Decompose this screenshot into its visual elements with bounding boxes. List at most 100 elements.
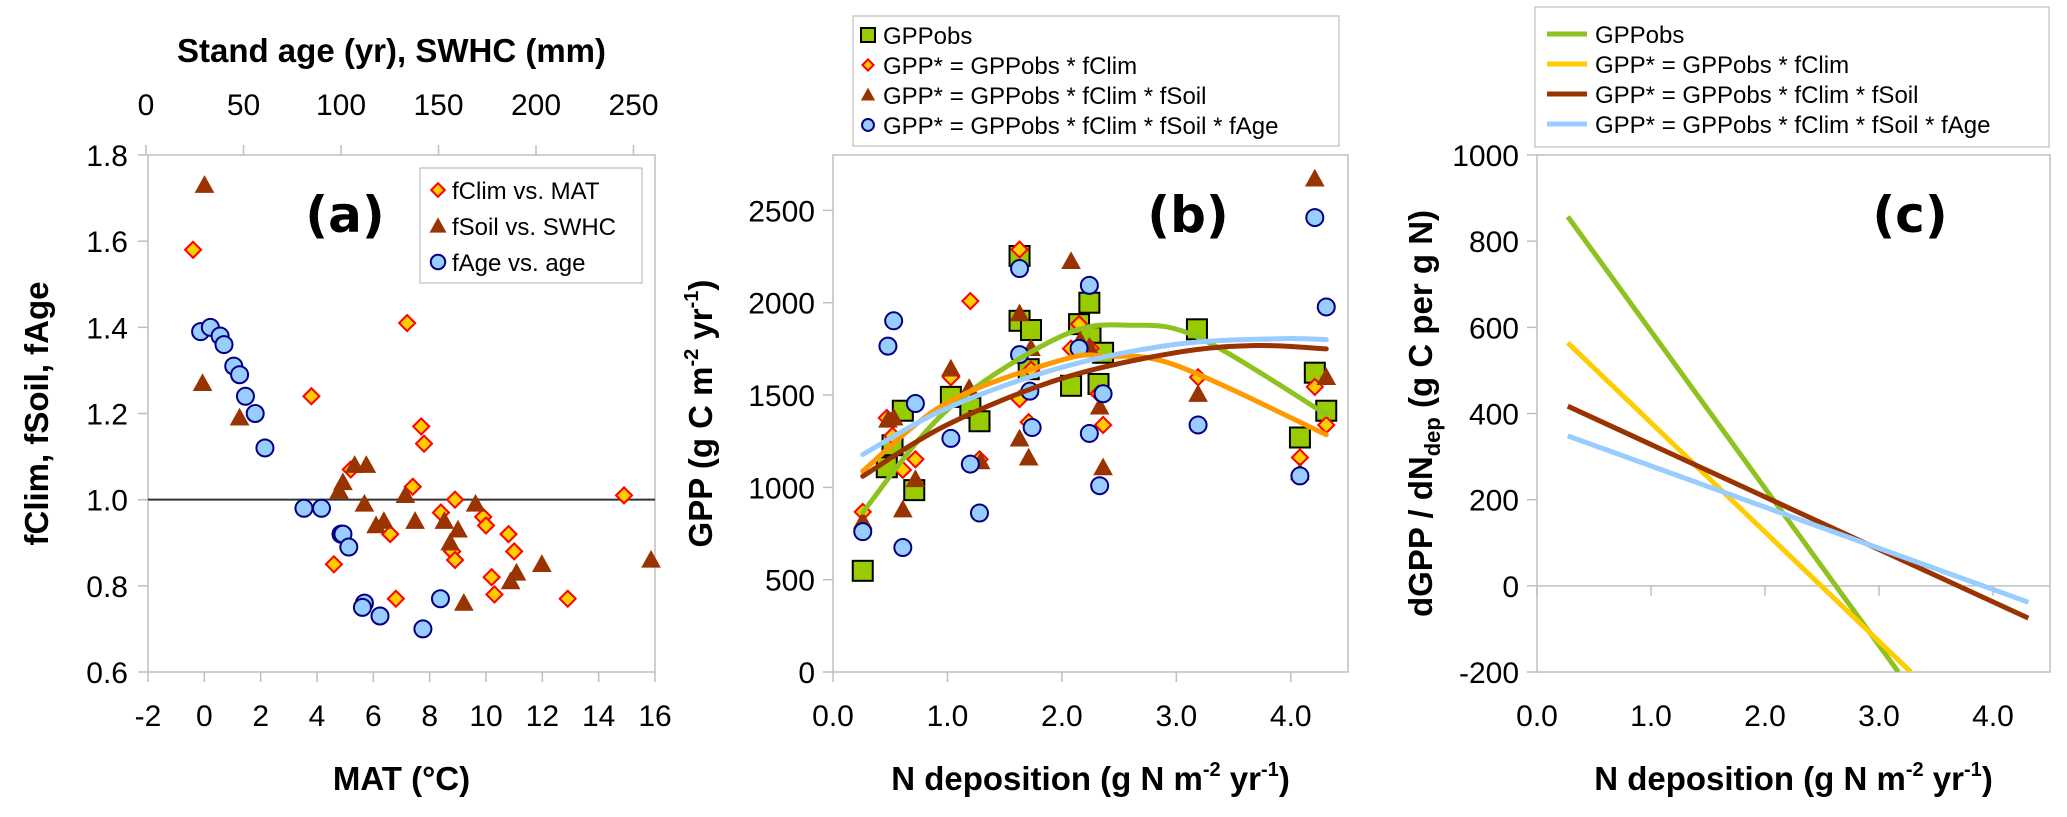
panel-c: -200 0 200 400 600 800 1000 0.0 1.0 2.0 3.0 4.0 N de… <box>1402 6 2051 797</box>
point-circle <box>893 538 913 558</box>
point-circle <box>878 336 898 356</box>
point-diamond <box>485 585 504 604</box>
superscript: -2 <box>681 349 703 367</box>
fit-curve <box>860 352 1329 474</box>
legend-box <box>1534 6 2050 148</box>
point-square <box>1019 319 1042 342</box>
x-tick-label: 0.0 <box>1516 700 1558 733</box>
x-tick-label: 3.0 <box>1858 700 1900 733</box>
legend-marker-square <box>860 27 876 43</box>
point-diamond <box>386 589 406 609</box>
point-diamond <box>504 541 524 561</box>
point-triangle <box>1304 168 1325 187</box>
point-triangle <box>329 481 349 499</box>
legend-marker-diamond <box>429 181 447 199</box>
point-triangle <box>532 554 552 572</box>
superscript: -2 <box>1203 759 1221 781</box>
x-axis-title-part: N deposition (g N m <box>891 760 1203 797</box>
point-triangle <box>1061 251 1081 270</box>
point-circle <box>1305 208 1325 228</box>
point-triangle <box>500 571 521 590</box>
y-tick-label: 1.6 <box>86 226 128 259</box>
subscript: dep <box>1420 417 1445 456</box>
x-tick-label: 2.0 <box>1744 700 1786 733</box>
legend-marker-circle <box>429 253 447 271</box>
point-triangle <box>448 519 468 538</box>
legend-label: GPP* = GPPobs * fClim <box>1595 52 1849 79</box>
point-circle <box>413 619 433 639</box>
point-circle <box>312 498 331 518</box>
point-triangle <box>194 175 215 193</box>
y-axis-title: fClim, fSoil, fAge <box>18 282 55 546</box>
y-tick-label: -200 <box>1459 657 1519 690</box>
y-tick-label: 0.8 <box>86 571 128 604</box>
x-tick-label: 4.0 <box>1972 700 2014 733</box>
point-circle <box>245 404 265 423</box>
y-tick-label: 1.2 <box>86 399 128 432</box>
point-triangle <box>366 515 386 534</box>
point-square <box>1078 291 1101 314</box>
point-diamond <box>482 567 502 587</box>
superscript: -2 <box>1906 759 1924 781</box>
point-triangle <box>405 511 425 529</box>
point-diamond <box>183 240 203 260</box>
fit-curve <box>860 336 1329 457</box>
x-axis-title-part: yr <box>1924 760 1965 797</box>
x2-axis-title: Stand age (yr), SWHC (mm) <box>177 32 606 69</box>
y-tick-label: 0 <box>798 657 815 690</box>
point-triangle <box>192 373 213 392</box>
point-triangle <box>941 358 961 377</box>
point-triangle <box>641 549 661 568</box>
x-tick-label: 0.0 <box>812 700 854 733</box>
point-triangle <box>229 407 250 426</box>
point-triangle <box>1009 303 1030 322</box>
point-circle <box>1290 466 1310 486</box>
point-triangle <box>356 455 377 473</box>
y-tick-label: 1500 <box>748 380 815 413</box>
point-diamond <box>905 449 925 469</box>
superscript: -1 <box>681 291 703 309</box>
point-diamond <box>476 516 496 535</box>
superscript: -1 <box>1261 759 1279 781</box>
point-diamond <box>324 554 344 574</box>
legend-label: GPP* = GPPobs * fClim * fSoil * fAge <box>883 113 1279 140</box>
y-tick-label: 0.6 <box>86 657 128 690</box>
fit-curve <box>860 322 1329 515</box>
point-triangle <box>434 511 455 529</box>
point-circle <box>430 589 450 609</box>
point-diamond <box>960 291 980 311</box>
point-circle <box>352 597 372 617</box>
y-tick-label: 400 <box>1469 399 1519 432</box>
point-circle <box>960 454 980 474</box>
series-line <box>1566 341 1913 672</box>
x-tick-label: 12 <box>526 700 559 733</box>
point-triangle <box>1093 457 1113 476</box>
y-axis-title-part: dGPP / dN <box>1402 456 1439 617</box>
x-axis-title-part: yr <box>1221 760 1262 797</box>
x-axis-title: N deposition (g N m-2 yr-1) <box>1594 759 1993 797</box>
point-circle <box>905 394 925 414</box>
y-tick-label: 800 <box>1469 226 1519 259</box>
point-circle <box>1022 418 1042 438</box>
y-tick-label: 0 <box>1502 571 1519 604</box>
point-triangle <box>905 469 926 488</box>
point-circle <box>941 428 961 448</box>
point-diamond <box>414 434 434 454</box>
point-circle <box>294 498 314 518</box>
superscript: -1 <box>1964 759 1982 781</box>
point-diamond <box>445 490 465 510</box>
point-circle <box>230 365 250 385</box>
panel-label: (b) <box>1147 186 1229 244</box>
legend-label: fSoil vs. SWHC <box>452 214 616 241</box>
legend-label: fClim vs. MAT <box>452 178 600 205</box>
y-tick-label: 500 <box>765 565 815 598</box>
point-circle <box>853 522 873 542</box>
x-axis-title-part: ) <box>1279 760 1290 797</box>
y-axis-title-part: GPP (g C m <box>682 367 719 548</box>
x-tick-label: 0 <box>196 700 213 733</box>
point-circle <box>1188 415 1208 435</box>
y-axis-title-part: ) <box>682 280 719 291</box>
x2-tick-label: 150 <box>413 89 463 122</box>
point-circle <box>339 537 359 557</box>
x-tick-label: 6 <box>365 700 382 733</box>
